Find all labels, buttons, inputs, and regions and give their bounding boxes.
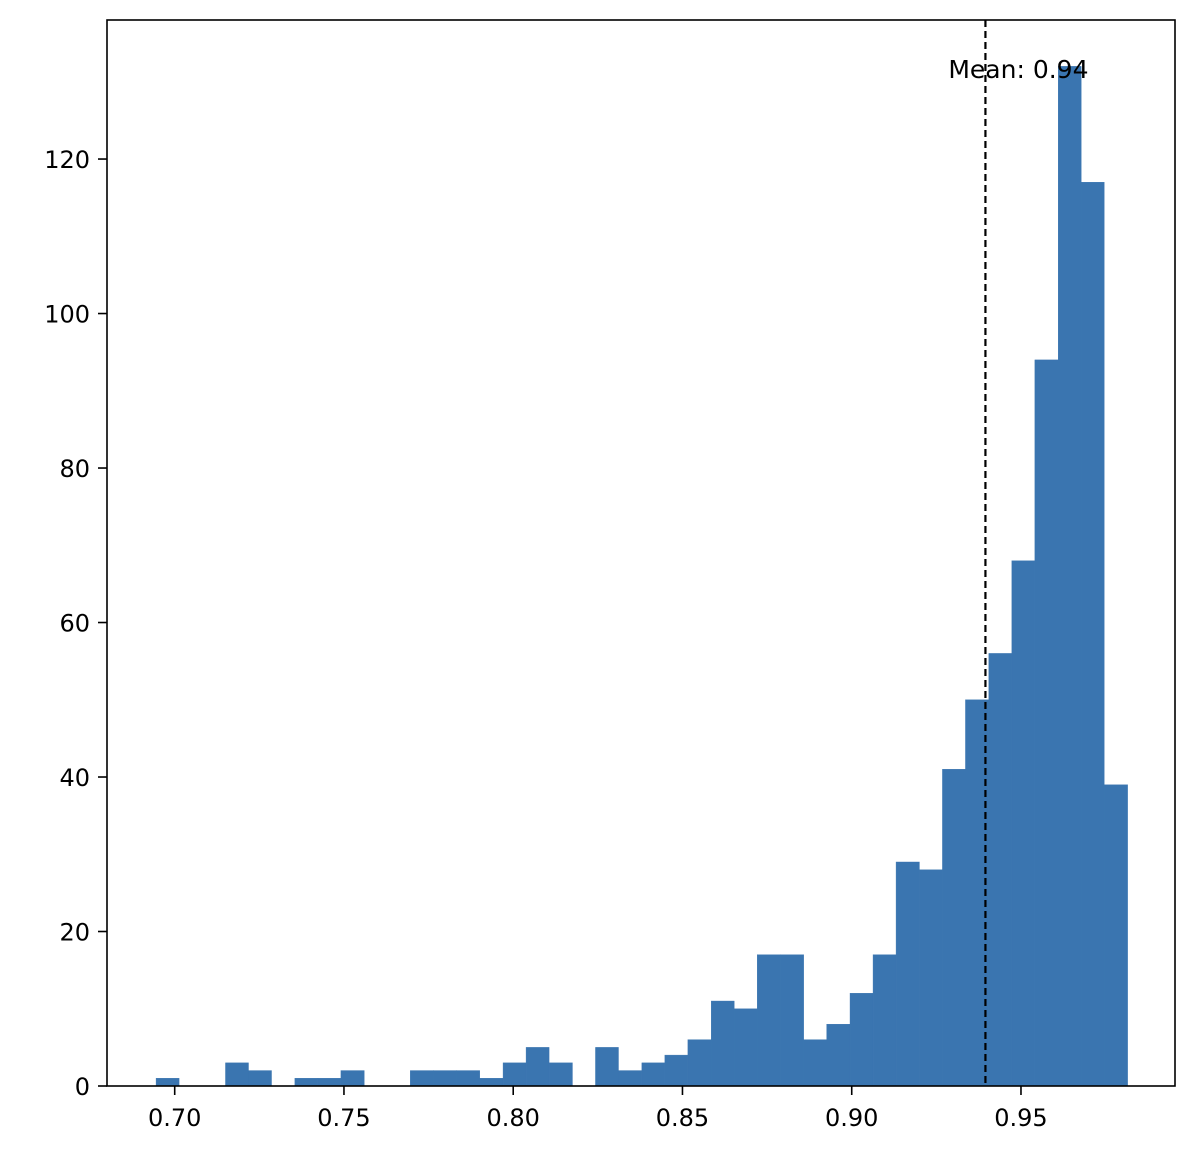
histogram-bar: [248, 1070, 272, 1087]
x-tick-label: 0.70: [148, 1104, 201, 1132]
histogram-bar: [410, 1070, 434, 1087]
histogram-bar: [317, 1078, 342, 1087]
histogram-bar: [340, 1070, 365, 1087]
histogram-bar: [664, 1054, 689, 1087]
histogram-bar: [1058, 66, 1082, 1087]
histogram-bar: [1081, 182, 1105, 1087]
x-tick-label: 0.90: [825, 1104, 878, 1132]
histogram-bar: [1104, 784, 1128, 1087]
y-tick-label: 60: [59, 610, 90, 638]
histogram-bar: [919, 869, 943, 1087]
y-tick-label: 0: [75, 1073, 90, 1101]
histogram-bar: [456, 1070, 480, 1087]
histogram-bar: [780, 954, 804, 1087]
histogram-bar: [803, 1039, 827, 1087]
histogram-bar: [525, 1047, 550, 1087]
histogram-bar: [757, 954, 781, 1087]
axes-layer: 0.70 0.75 0.80 0.85 0.90 0.95 0 20 40 60 80 100 120: [44, 19, 1176, 1132]
histogram-bar: [1034, 359, 1059, 1087]
histogram-bar: [294, 1078, 319, 1087]
histogram-bar: [895, 861, 920, 1087]
x-tick-label: 0.85: [656, 1104, 709, 1132]
histogram-bar: [225, 1062, 249, 1087]
histogram-bar: [988, 653, 1013, 1087]
histogram-bar: [641, 1062, 666, 1087]
histogram-bar: [618, 1070, 643, 1087]
histogram-bar: [942, 769, 966, 1087]
plot-frame: [106, 19, 1176, 1087]
histogram-bar: [155, 1078, 180, 1087]
annotation-layer: Mean: 0.94: [948, 20, 1089, 1086]
histogram-bar: [502, 1062, 527, 1087]
histogram-bar: [826, 1023, 851, 1087]
y-tick-label: 120: [44, 146, 90, 174]
bars-layer: [155, 66, 1128, 1087]
histogram-bar: [711, 1000, 735, 1087]
histogram-bar: [849, 993, 874, 1087]
histogram-bar: [734, 1008, 758, 1087]
histogram-bar: [1011, 560, 1036, 1087]
y-tick-label: 80: [59, 455, 90, 483]
histogram-bar: [548, 1062, 573, 1087]
histogram-bar: [687, 1039, 712, 1087]
histogram-bar: [872, 954, 897, 1087]
histogram-bar: [595, 1047, 619, 1087]
y-tick-label: 40: [59, 764, 90, 792]
histogram-bar: [479, 1078, 504, 1087]
y-tick-label: 100: [44, 301, 90, 329]
x-tick-label: 0.95: [994, 1104, 1047, 1132]
y-tick-label: 20: [59, 919, 90, 947]
x-tick-label: 0.80: [486, 1104, 539, 1132]
mean-label: Mean: 0.94: [948, 55, 1088, 84]
x-tick-label: 0.75: [317, 1104, 370, 1132]
histogram-bar: [433, 1070, 457, 1087]
